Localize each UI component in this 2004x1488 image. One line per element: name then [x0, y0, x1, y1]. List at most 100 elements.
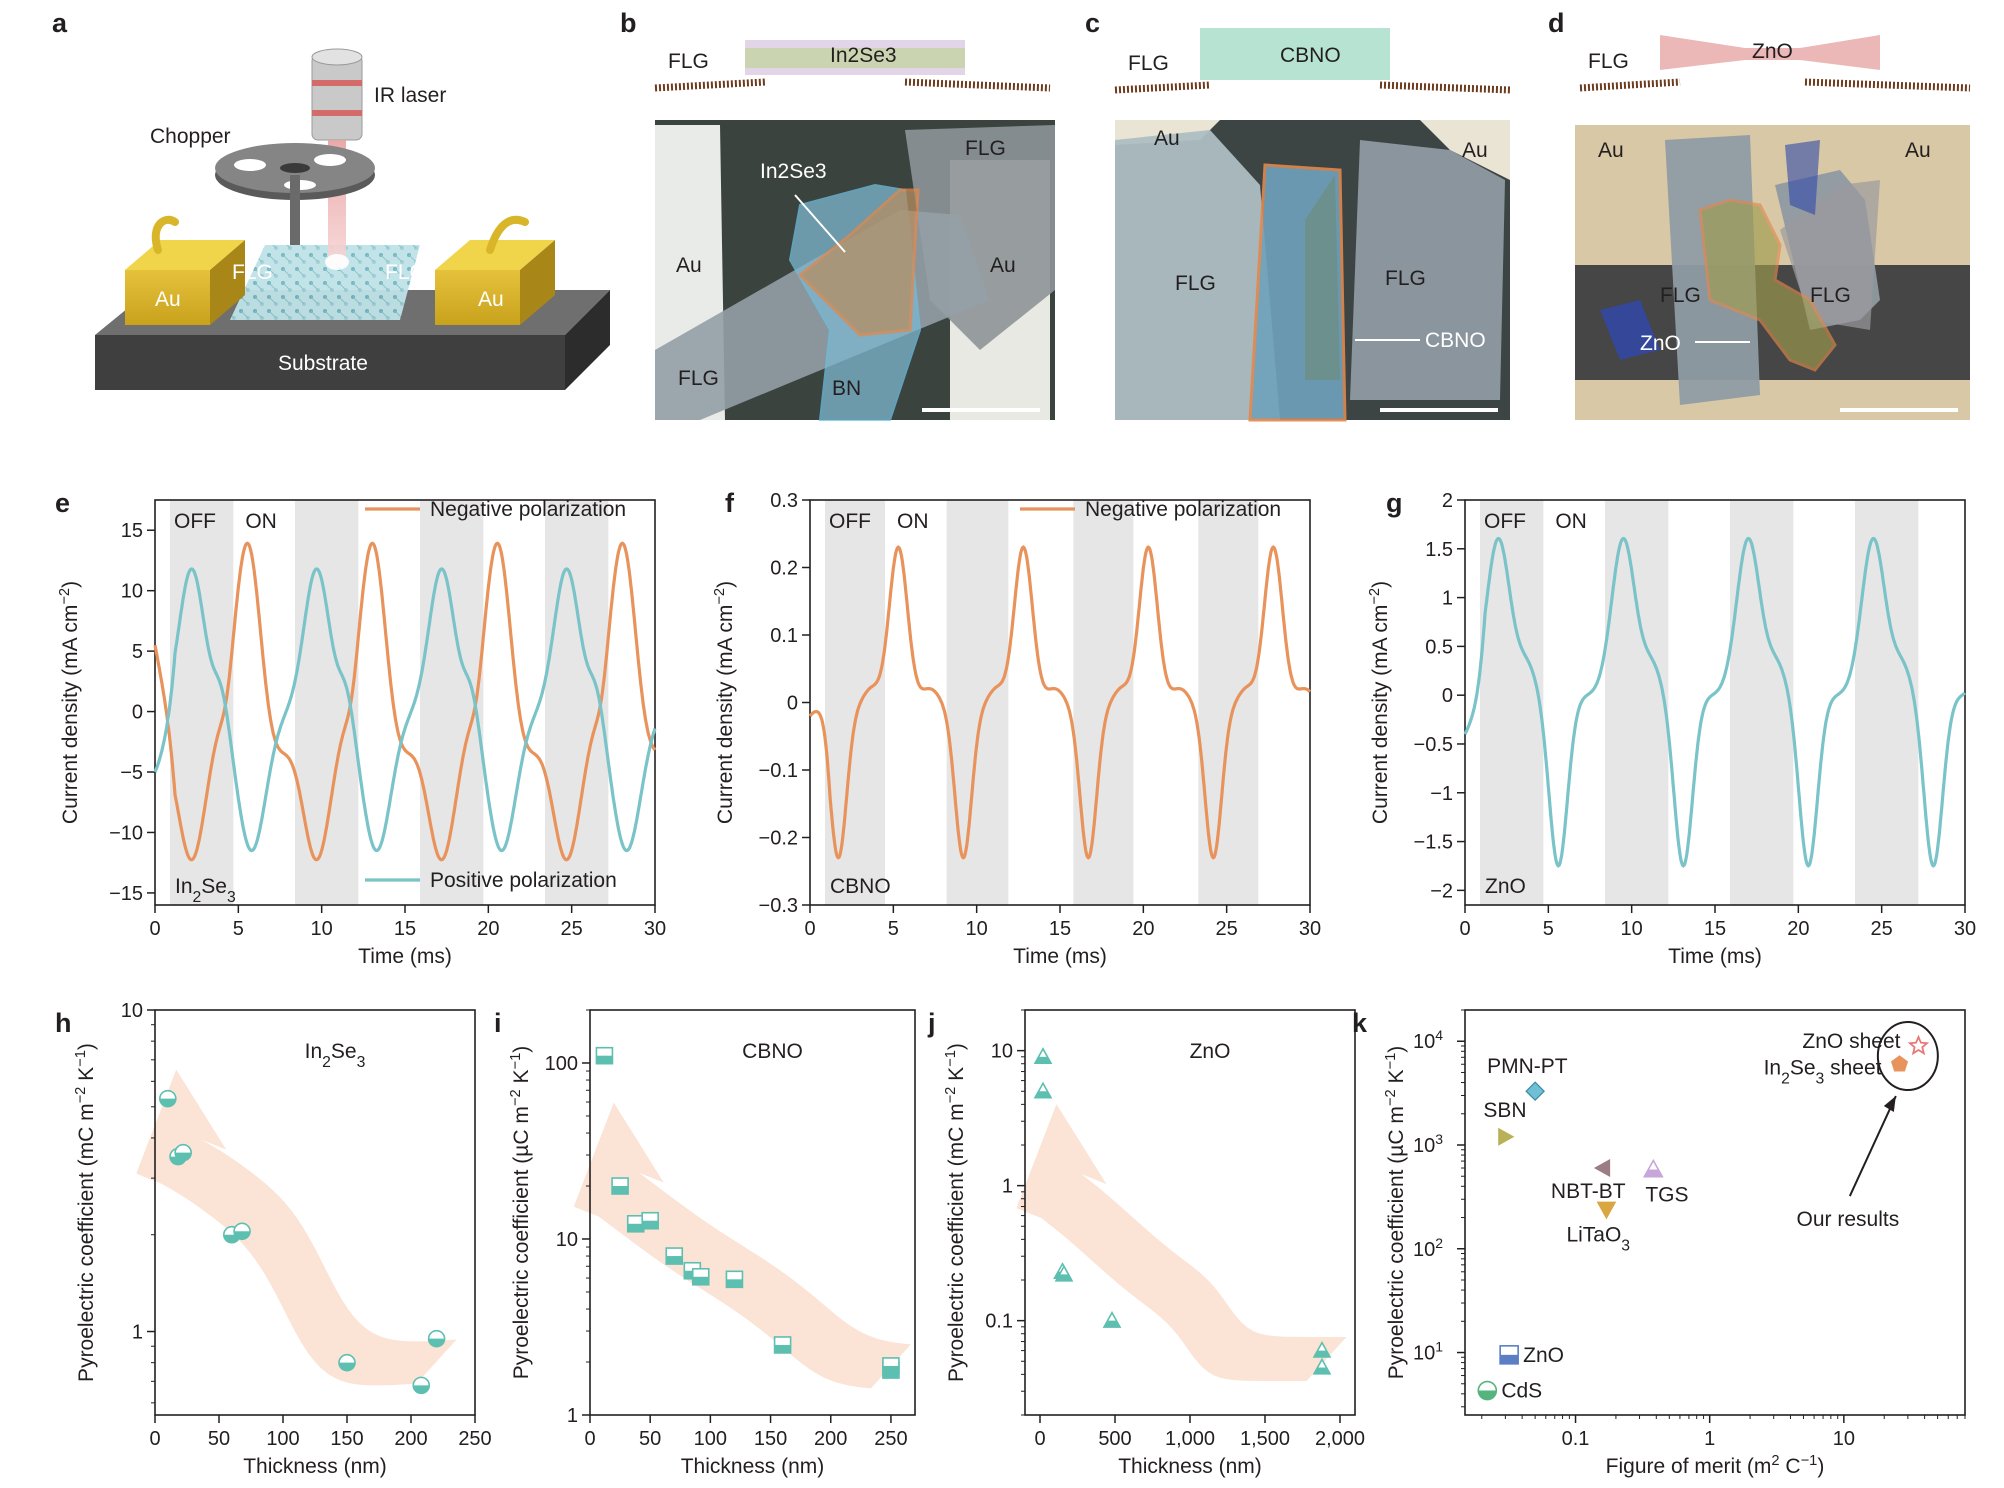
cbno-lattice: [1200, 28, 1390, 80]
y-tick-label: 100: [545, 1053, 578, 1075]
x-tick-label: 25: [1216, 918, 1238, 940]
off-window-2: [1730, 500, 1794, 905]
y-tick-label: 1: [1002, 1176, 1013, 1198]
y-tick-label: −1: [1430, 783, 1453, 805]
y-tick-label: 2: [1442, 490, 1453, 512]
x-tick-label: 200: [394, 1428, 427, 1450]
data-point-4: [1596, 1201, 1617, 1220]
data-point-3-fill: [1644, 1169, 1663, 1177]
au-left-label: Au: [155, 288, 181, 311]
x-tick-label: 50: [639, 1428, 661, 1450]
trend-arrow: [136, 1069, 457, 1386]
y-tick-label: 1: [1442, 588, 1453, 610]
panel-label-a: a: [52, 8, 68, 38]
data-point-3-fill: [642, 1220, 659, 1229]
x-tick-label: 25: [1871, 918, 1893, 940]
data-point-5-fill: [1500, 1354, 1519, 1364]
x-tick-label: 5: [1543, 918, 1554, 940]
data-point-6-fill: [1478, 1390, 1497, 1400]
y-tick-label: −0.2: [759, 828, 798, 850]
y-tick-label: −5: [120, 762, 143, 784]
panel-label-c: c: [1085, 8, 1100, 38]
on-label: ON: [1555, 510, 1587, 533]
x-tick-label: 0: [149, 918, 160, 940]
data-point-2: [1593, 1159, 1611, 1178]
data-point-2-fill: [175, 1152, 192, 1161]
on-label: ON: [897, 510, 929, 533]
optical-chopper: [215, 143, 375, 245]
x-tick-label: 10: [311, 918, 333, 940]
flg-layer-right: [904, 78, 1051, 92]
off-window-0: [170, 500, 234, 905]
b-flg-top: FLG: [965, 137, 1006, 160]
c-au-left: Au: [1154, 127, 1180, 150]
x-tick-label: 30: [644, 918, 666, 940]
panel-label-e: e: [55, 488, 70, 518]
x-tick-label: 0: [1459, 918, 1470, 940]
plot-frame-i: [589, 1009, 916, 1416]
panel-d: d FLG ZnO Au Au FLG FLG ZnO: [1548, 8, 1971, 420]
sample-label: ZnO: [1485, 875, 1526, 898]
point-label: TGS: [1645, 1184, 1688, 1207]
scale-bar-c: [1380, 408, 1498, 412]
data-point-1: [1498, 1127, 1515, 1146]
sample-label: ZnO: [1190, 1040, 1231, 1063]
x-tick-label: 0: [1034, 1428, 1045, 1450]
series-line-0: [153, 541, 657, 862]
y-axis-label: Pyroelectric coefficient (µC m−2 K−1): [508, 1046, 533, 1380]
series-line-0: [1463, 536, 1966, 868]
plot-frame-k: [1464, 1009, 1966, 1416]
x-tick-label: 1,500: [1240, 1428, 1290, 1450]
trend-arrow: [573, 1102, 911, 1389]
y-tick-label: 0.2: [770, 558, 798, 580]
y-tick-label: 5: [132, 641, 143, 663]
x-axis-label: Time (ms): [358, 945, 452, 968]
chart-g: 0 5 10 15 20 25 30 −2 −1.5 −1 −0.5 0 0.5 1 1.5 2 Time (m…: [1367, 490, 1976, 968]
y-tick-label: 0.3: [770, 490, 798, 512]
x-axis-label: Thickness (nm): [1118, 1455, 1262, 1478]
y-tick-label: 15: [121, 520, 143, 542]
y-axis-label: Current density (mA cm−2): [57, 581, 82, 824]
panel-label-f: f: [725, 488, 735, 518]
c-top-flg: FLG: [1128, 52, 1169, 75]
off-window-3: [1855, 500, 1919, 905]
data-point-5-fill: [339, 1362, 355, 1371]
panel-c: c FLG CBNO Au Au FLG FLG CBNO: [1085, 8, 1511, 422]
au-electrode-left: [125, 215, 245, 325]
y-axis-label: Pyroelectric coefficient (mC m−2 K−1): [943, 1043, 968, 1382]
legend-label: Positive polarization: [430, 869, 617, 892]
chart-k: 0.1 1 10 101 102 103 104 Figure of merit (m2 C−…: [1383, 1009, 1966, 1478]
chopper-label: Chopper: [150, 125, 231, 148]
y-axis-label: Pyroelectric coefficient (µC m−2 K−1): [1383, 1046, 1408, 1380]
y-tick-label: 103: [1413, 1131, 1443, 1157]
d-au-right: Au: [1905, 139, 1931, 162]
d-arrow-label: ZnO: [1640, 332, 1681, 355]
annotation-text: Our results: [1797, 1208, 1900, 1231]
y-tick-label: 1: [567, 1405, 578, 1427]
panel-label-i: i: [494, 1008, 502, 1038]
y-tick-label: −15: [109, 883, 143, 905]
au-electrode-right: [435, 215, 555, 325]
panel-a: a Substrate Au Au FLG FLG: [52, 8, 610, 390]
point-label: CdS: [1501, 1380, 1542, 1403]
scale-bar-d: [1840, 408, 1958, 412]
x-tick-label: 15: [1049, 918, 1071, 940]
legend-label: Negative polarization: [1085, 498, 1281, 521]
chart-e: 0 5 10 15 20 25 30 −15 −10 −5 0 5 10 15 Time (ms) Curre…: [57, 498, 666, 968]
ir-laser-label: IR laser: [374, 84, 446, 107]
panel-label-h: h: [55, 1008, 72, 1038]
y-tick-label: −10: [109, 822, 143, 844]
off-window-2: [420, 500, 484, 905]
point-label: SBN: [1483, 1099, 1526, 1122]
highlight-ellipse: [1876, 1021, 1939, 1092]
y-tick-label: 1: [132, 1322, 143, 1344]
off-label: OFF: [1484, 510, 1526, 533]
b-bn-label: BN: [832, 377, 861, 400]
x-tick-label: 5: [888, 918, 899, 940]
x-tick-label: 100: [694, 1428, 727, 1450]
x-axis-label: Thickness (nm): [243, 1455, 387, 1478]
ir-laser: [311, 48, 363, 270]
data-point-7-fill: [726, 1279, 743, 1288]
off-window-3: [1198, 500, 1259, 905]
